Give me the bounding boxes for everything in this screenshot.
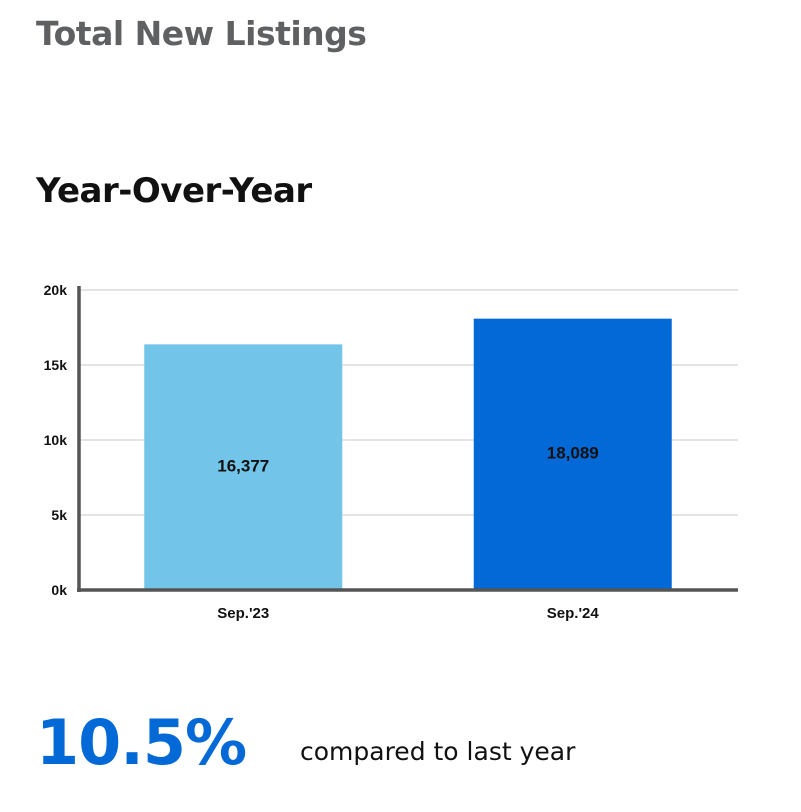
x-tick-label: Sep.'24 <box>547 605 600 622</box>
page-title: Total New Listings <box>36 14 367 53</box>
chart-title: Year-Over-Year <box>36 171 312 211</box>
bar <box>473 318 672 590</box>
data-label: 16,377 <box>217 456 269 475</box>
y-tick-label: 20k <box>44 282 68 298</box>
x-tick-label: Sep.'23 <box>217 605 269 622</box>
labels: 0k 5k 10k 15k 20k 16,377 Sep.'23 18,089 Sep.'24 <box>44 282 600 622</box>
bar-chart: 0k 5k 10k 15k 20k 16,377 Sep.'23 18,089 Sep.'24 <box>44 282 738 622</box>
bar <box>144 344 343 590</box>
y-tick-label: 0k <box>51 582 67 598</box>
y-tick-label: 5k <box>51 507 67 523</box>
y-tick-label: 10k <box>44 432 68 448</box>
bars <box>144 318 672 590</box>
axes <box>77 286 738 592</box>
change-caption: compared to last year <box>300 737 576 766</box>
data-label: 18,089 <box>547 444 599 463</box>
change-percentage: 10.5% <box>36 706 247 779</box>
y-tick-label: 15k <box>44 357 68 373</box>
